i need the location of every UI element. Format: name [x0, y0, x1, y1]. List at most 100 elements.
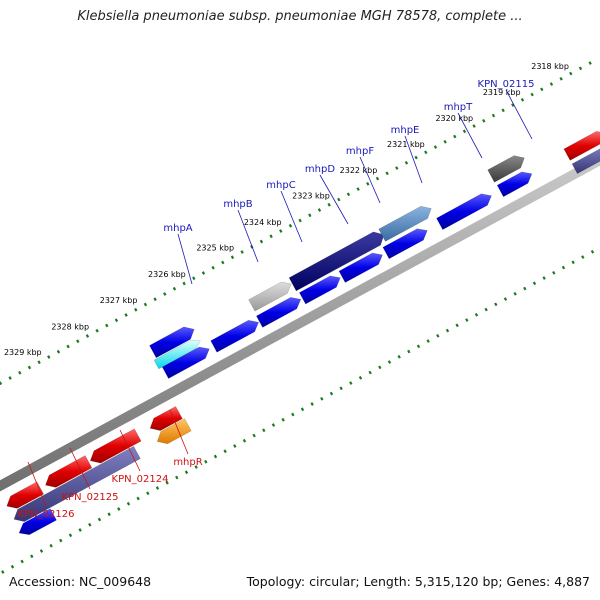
scale-label: 2326 kbp: [148, 270, 186, 279]
outer-scale-tick: [356, 187, 360, 191]
gene-label-reverse: KPN_02126: [18, 509, 75, 520]
label-leader: [505, 89, 533, 140]
label-leader: [359, 156, 381, 204]
label-leader: [457, 112, 483, 159]
inner-scale-tick: [378, 365, 382, 370]
inner-scale-tick: [107, 512, 111, 517]
scale-label: 2322 kbp: [340, 166, 378, 175]
outer-scale-tick: [317, 208, 322, 212]
inner-scale-tick: [310, 402, 314, 406]
inner-scale-tick: [184, 470, 189, 475]
outer-scale-tick: [588, 61, 592, 65]
gene-label-forward: mhpC: [266, 180, 295, 191]
outer-scale-tick: [569, 71, 573, 76]
inner-scale-tick: [78, 528, 82, 532]
inner-scale-tick: [165, 480, 169, 485]
outer-scale-tick: [221, 260, 225, 265]
outer-scale-tick: [163, 292, 167, 296]
mhpF-arrow: [288, 231, 385, 292]
outer-scale-tick: [308, 213, 312, 218]
inner-scale-tick: [88, 522, 92, 527]
outer-scale-tick: [201, 271, 206, 275]
inner-scale-tick: [416, 344, 421, 349]
outer-scale-tick: [375, 176, 380, 181]
inner-scale-tick: [532, 281, 537, 286]
outer-scale-tick: [192, 276, 196, 281]
inner-scale-tick: [155, 486, 160, 490]
outer-scale-tick: [172, 286, 177, 291]
outer-scale-tick: [424, 150, 428, 155]
outer-scale-tick: [366, 181, 370, 186]
scale-label: 2323 kbp: [292, 192, 330, 201]
outer-scale-tick: [298, 218, 302, 223]
label-leader: [319, 174, 349, 225]
outer-scale-tick: [56, 349, 61, 354]
mhpR-arrow: [156, 418, 192, 445]
inner-scale-tick: [358, 375, 363, 380]
inner-scale-tick: [436, 333, 440, 338]
outer-scale-tick: [559, 76, 563, 81]
gene-label-forward: mhpF: [346, 146, 374, 157]
inner-scale-tick: [291, 412, 295, 417]
outer-scale-tick: [491, 113, 496, 118]
gene-label-reverse: KPN_02125: [62, 492, 119, 503]
gene-label-forward: mhpT: [444, 102, 473, 113]
label-leader: [69, 447, 91, 490]
outer-scale-tick: [279, 229, 283, 233]
outer-scale-tick: [462, 129, 467, 134]
slate-long-arrow: [13, 445, 141, 522]
outer-scale-tick: [404, 160, 409, 165]
KPN_02125-arrow: [45, 455, 93, 488]
mhpE-steel-arrow: [378, 205, 432, 242]
feature-labels: 2329 kbp 2328 kbp 2327 kbp 2326 kbp 2325 kbp…: [4, 62, 569, 520]
outer-scale-tick: [346, 192, 351, 197]
label-leader: [119, 429, 141, 472]
outer-scale-tick: [143, 302, 148, 307]
outer-scale-tick: [385, 171, 389, 176]
KPN_02115-dark-arrow: [487, 155, 525, 183]
outer-scale-tick: [511, 103, 515, 107]
edge-slate-arrow: [571, 148, 600, 174]
inner-scale-tick: [39, 549, 44, 553]
outer-scale-tick: [66, 344, 70, 349]
inner-scale-tick: [552, 270, 556, 275]
inner-scale-tick: [271, 423, 276, 427]
inner-scale-tick: [387, 360, 392, 364]
mhpT-arrow: [436, 193, 492, 230]
outer-scale-tick: [540, 87, 544, 92]
inner-scale-tick: [484, 307, 488, 312]
inner-scale-tick: [146, 491, 150, 496]
mhpA-arrow: [149, 326, 195, 359]
inner-scale-tick: [281, 417, 285, 422]
blue-small-arrow: [18, 508, 57, 536]
inner-scale-tick: [175, 475, 179, 480]
KPN_02126-arrow: [6, 481, 44, 509]
outer-scale-tick: [578, 66, 583, 71]
outer-scale-tick: [269, 234, 273, 239]
mhpE-lower-arrow: [338, 252, 383, 283]
outer-scale-tick: [327, 202, 331, 207]
inner-scale-tick: [581, 255, 585, 259]
inner-scale-tick: [1, 570, 5, 574]
outer-scale-tick: [549, 82, 554, 86]
outer-scale-tick: [240, 250, 244, 254]
label-leader: [177, 233, 193, 285]
outer-scale-tick: [8, 376, 12, 380]
inner-scale-tick: [590, 249, 595, 254]
label-leader: [27, 461, 47, 507]
outer-scale-tick: [211, 265, 215, 270]
genome-backbone: [0, 154, 600, 492]
outer-scale-tick: [395, 166, 399, 170]
inner-scale-tick: [204, 459, 208, 464]
inner-scale-tick: [59, 538, 63, 543]
inner-scale-tick: [300, 407, 305, 412]
outer-scale-tick: [453, 134, 457, 139]
scale-label: 2325 kbp: [196, 244, 234, 253]
inner-scale-tick: [194, 465, 198, 469]
gene-label-reverse: mhpR: [173, 457, 202, 468]
inner-scale-tick: [49, 543, 53, 548]
inner-scale-tick: [68, 533, 73, 538]
inner-scale-tick: [320, 396, 324, 401]
gene-label-forward: mhpD: [305, 164, 335, 175]
